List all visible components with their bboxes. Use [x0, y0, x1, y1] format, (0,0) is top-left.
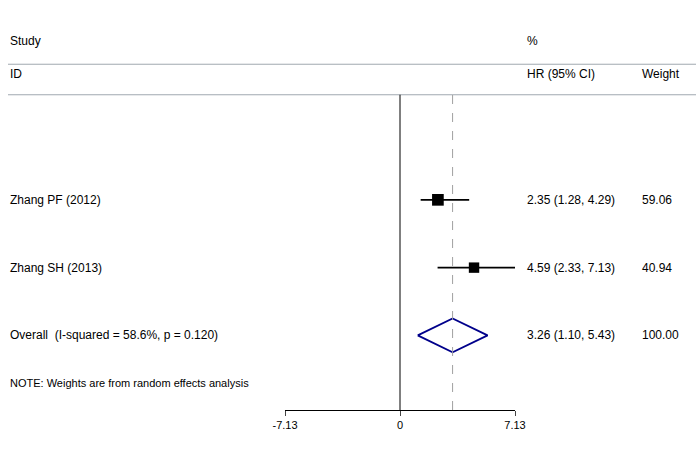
svg-text:7.13: 7.13 [504, 419, 525, 431]
svg-text:4.59 (2.33, 7.13): 4.59 (2.33, 7.13) [527, 261, 615, 275]
svg-text:-7.13: -7.13 [272, 419, 297, 431]
svg-text:3.26 (1.10, 5.43): 3.26 (1.10, 5.43) [527, 328, 615, 342]
svg-text:0: 0 [397, 419, 403, 431]
svg-text:40.94: 40.94 [642, 261, 672, 275]
svg-text:Overall (I-squared = 58.6%, p: Overall (I-squared = 58.6%, p = 0.120) [10, 328, 218, 342]
svg-text:2.35 (1.28, 4.29): 2.35 (1.28, 4.29) [527, 193, 615, 207]
svg-text:ID: ID [10, 67, 22, 81]
svg-text:HR (95% CI): HR (95% CI) [527, 67, 595, 81]
svg-text:59.06: 59.06 [642, 193, 672, 207]
svg-text:NOTE: Weights are from random: NOTE: Weights are from random effects an… [10, 377, 249, 389]
svg-text:Zhang SH (2013): Zhang SH (2013) [10, 261, 102, 275]
svg-text:%: % [527, 34, 538, 48]
svg-text:Weight: Weight [642, 67, 680, 81]
svg-text:100.00: 100.00 [642, 328, 679, 342]
svg-text:Zhang PF (2012): Zhang PF (2012) [10, 193, 101, 207]
svg-text:Study: Study [10, 34, 41, 48]
